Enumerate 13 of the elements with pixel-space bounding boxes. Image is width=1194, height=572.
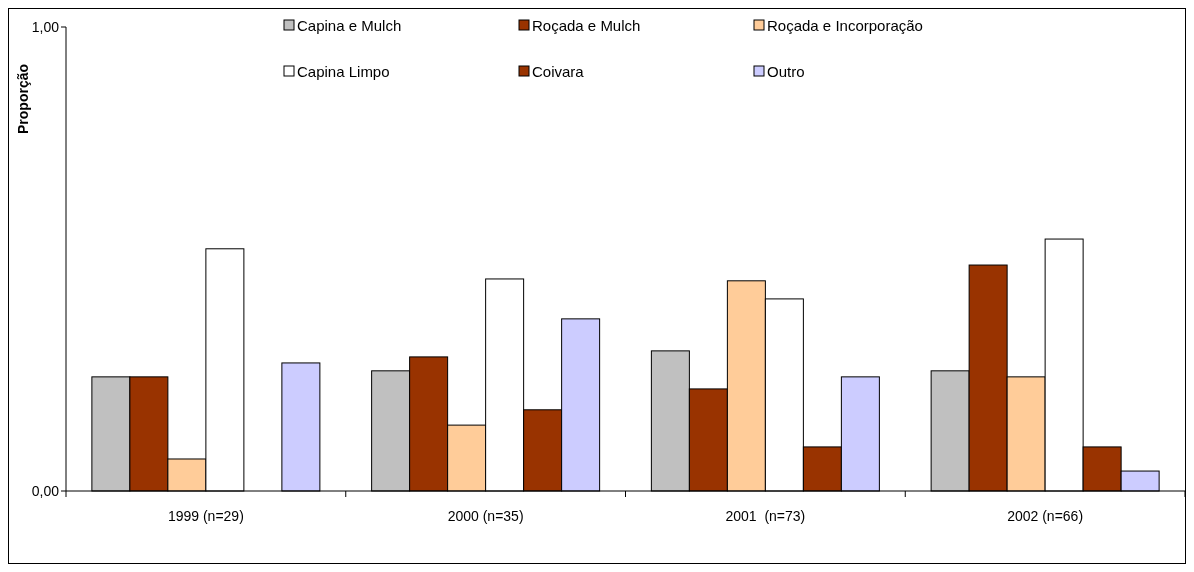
x-tick-label: 2002 (n=66) bbox=[1007, 508, 1084, 524]
y-axis-title: Proporção bbox=[15, 63, 31, 135]
legend-label: Roçada e Incorporação bbox=[767, 17, 923, 35]
x-tick-label: 2000 (n=35) bbox=[447, 508, 524, 524]
legend-label: Outro bbox=[767, 63, 805, 81]
x-tick-label: 1999 (n=29) bbox=[167, 508, 244, 524]
legend-label: Roçada e Mulch bbox=[532, 17, 641, 35]
legend-label: Capina Limpo bbox=[297, 63, 390, 81]
legend-label: Coivara bbox=[532, 63, 585, 81]
x-tick-label: 2001 (n=73) bbox=[725, 508, 806, 524]
y-tick-label: 1,00 bbox=[31, 18, 60, 35]
legend-label: Capina e Mulch bbox=[297, 17, 402, 35]
y-tick-label: 0,00 bbox=[31, 482, 60, 499]
